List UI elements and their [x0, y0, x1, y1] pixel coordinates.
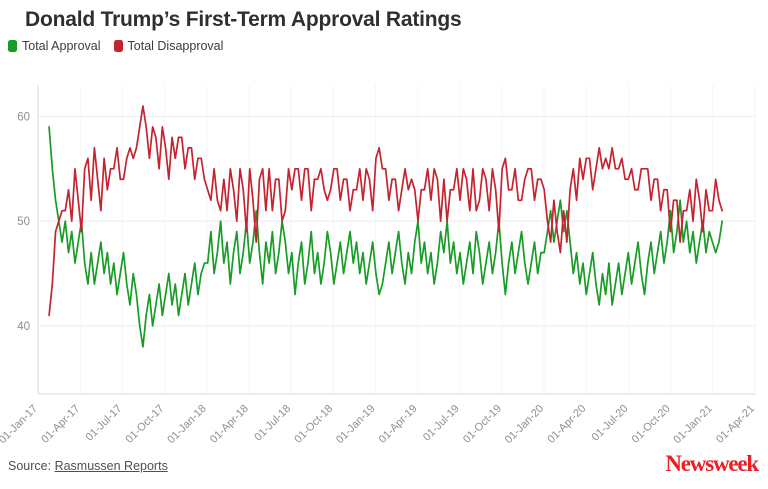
x-tick-label: 01-Jul-17 — [84, 403, 125, 444]
legend-label-approval: Total Approval — [22, 39, 101, 53]
x-tick-label: 01-Jan-18 — [165, 403, 209, 447]
legend-label-disapproval: Total Disapproval — [127, 39, 224, 53]
x-tick-label: 01-Apr-19 — [377, 403, 420, 446]
source-label: Source: — [8, 459, 52, 473]
x-tick-label: 01-Oct-18 — [292, 403, 335, 446]
x-tick-label: 01-Oct-17 — [124, 403, 167, 446]
x-tick-label: 01-Jan-17 — [0, 403, 40, 447]
chart-legend: Total Approval Total Disapproval — [8, 39, 223, 53]
x-tick-label: 01-Oct-20 — [630, 403, 673, 446]
x-tick-label: 01-Oct-19 — [461, 403, 504, 446]
x-tick-label: 01-Apr-20 — [545, 403, 588, 446]
x-tick-label: 01-Jul-19 — [421, 403, 462, 444]
source-link[interactable]: Rasmussen Reports — [54, 459, 168, 473]
x-tick-label: 01-Apr-18 — [208, 403, 251, 446]
x-tick-label: 01-Jan-20 — [503, 403, 547, 447]
approval-swatch-icon — [8, 40, 17, 52]
legend-item-disapproval: Total Disapproval — [113, 39, 224, 53]
disapproval-line — [48, 105, 724, 317]
disapproval-swatch-icon — [113, 40, 123, 52]
x-tick-label: 01-Jul-18 — [252, 403, 293, 444]
page-title: Donald Trump’s First-Term Approval Ratin… — [25, 8, 462, 31]
x-tick-label: 01-Apr-21 — [714, 403, 757, 446]
y-tick-label: 40 — [17, 321, 30, 333]
y-tick-label: 50 — [17, 216, 30, 228]
x-tick-label: 01-Jul-20 — [590, 403, 631, 444]
legend-item-approval: Total Approval — [8, 39, 101, 53]
newsweek-logo: Newsweek — [665, 451, 759, 476]
source-line: Source: Rasmussen Reports — [8, 459, 168, 473]
x-tick-label: 01-Jan-19 — [334, 403, 378, 447]
x-tick-label: 01-Apr-17 — [39, 403, 82, 446]
approval-line — [48, 126, 724, 348]
x-tick-label: 01-Jan-21 — [671, 403, 715, 447]
y-tick-label: 60 — [17, 111, 30, 123]
